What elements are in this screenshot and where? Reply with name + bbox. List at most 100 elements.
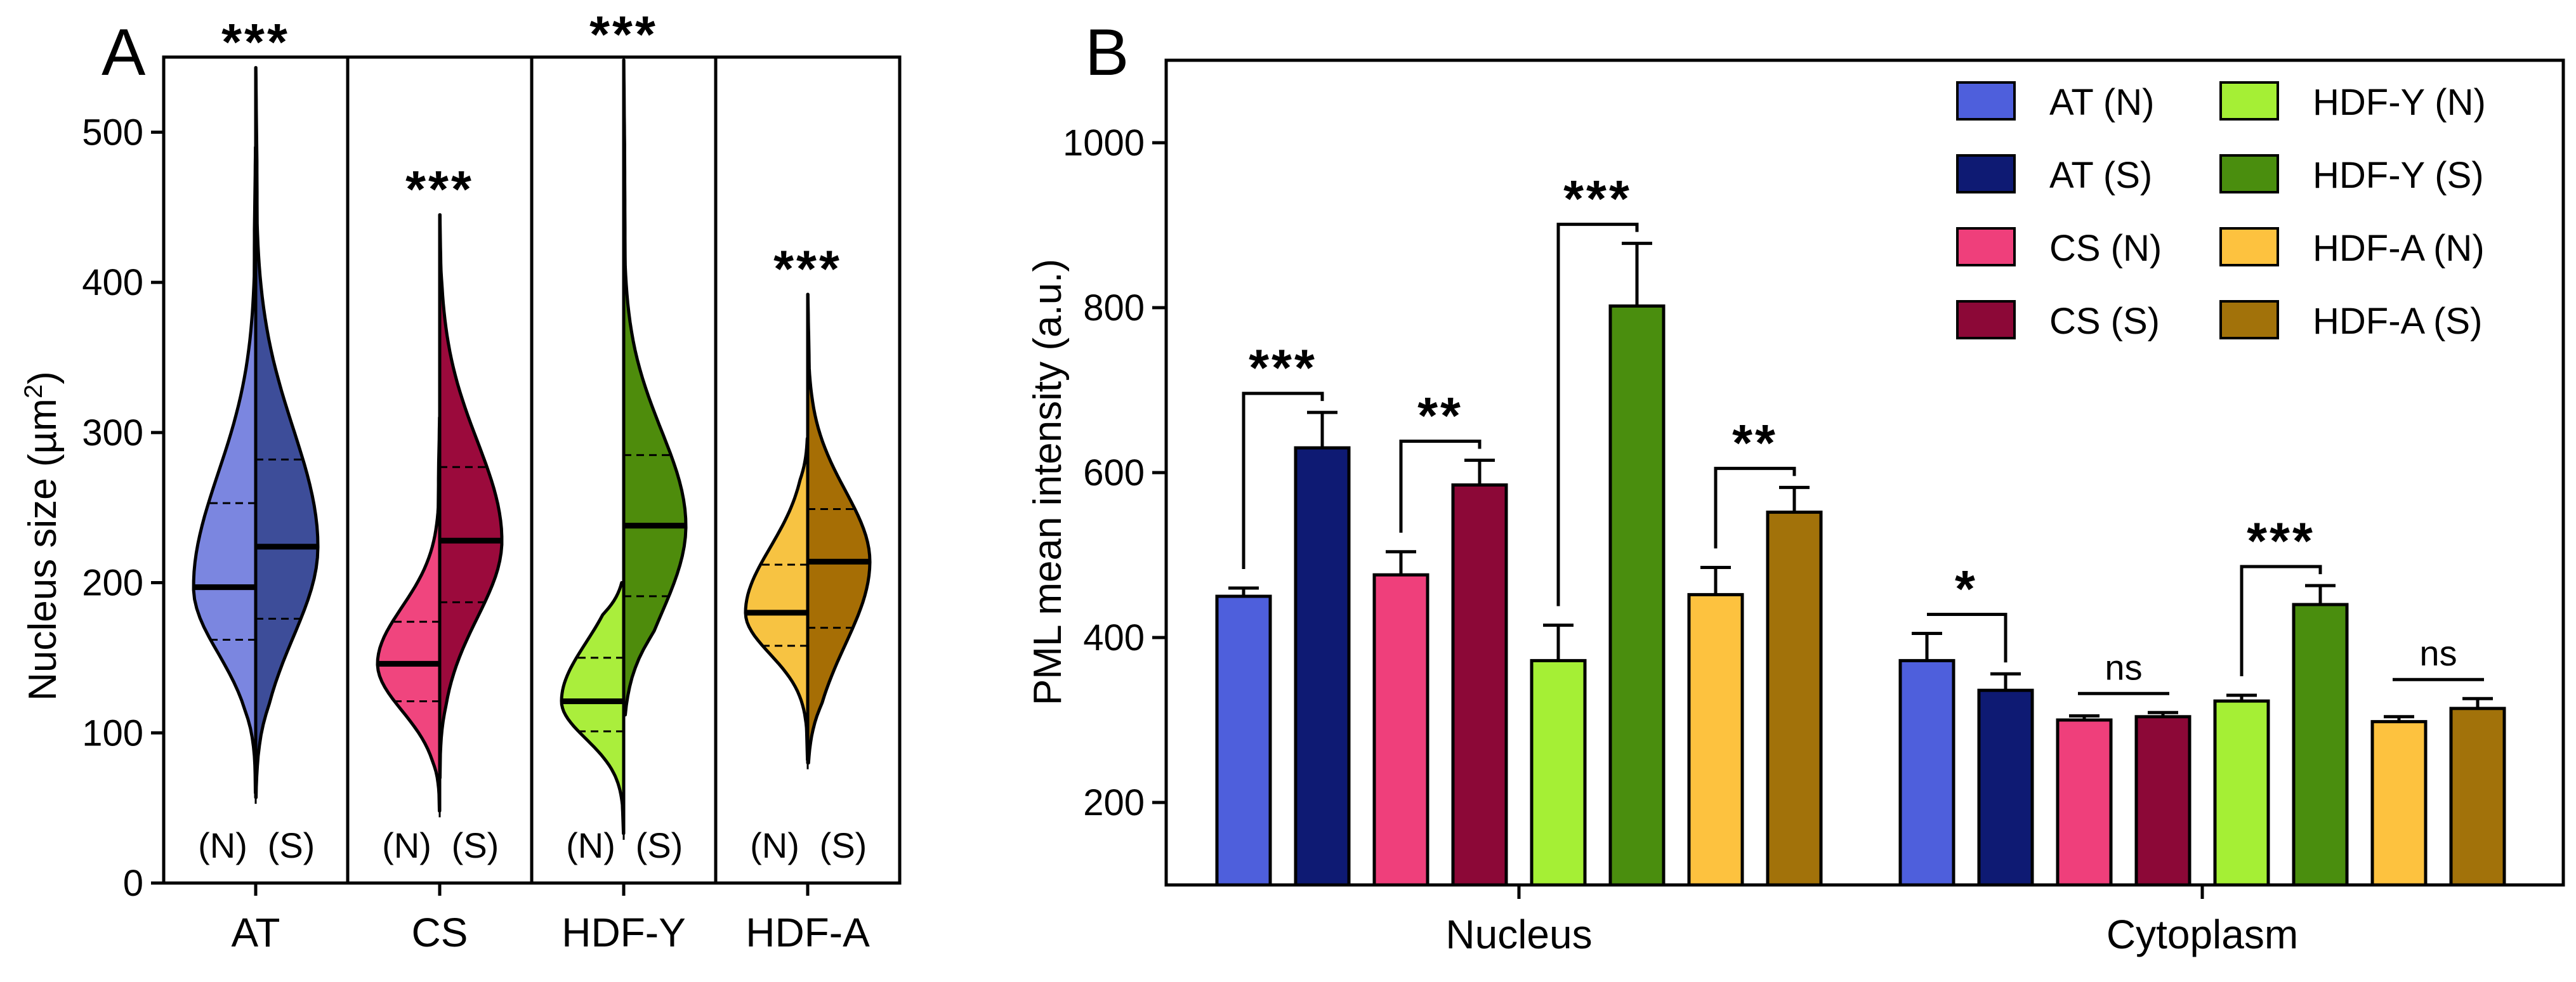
panel-b-bracket	[1927, 613, 2008, 663]
panel-b-y-axis-title: PML mean intensity (a.u.)	[1026, 259, 1070, 705]
panel-b-y-tick-label: 200	[1083, 782, 1145, 823]
panel-b-x-category-label: Cytoplasm	[2106, 912, 2298, 957]
panel-b-legend-label: HDF-A (S)	[2313, 301, 2482, 342]
panel-a-y-tick-label: 400	[82, 262, 143, 303]
violin-hdf-a	[744, 292, 872, 769]
panel-b-y-tick-label: 800	[1083, 287, 1145, 329]
violin-cs-n-body	[376, 416, 442, 813]
panel-b-significance-label: **	[1732, 414, 1778, 472]
panel-b-legend-label: HDF-Y (N)	[2313, 82, 2486, 123]
panel-b: B PML mean intensity (a.u.) 200 400 600 800…	[1026, 16, 2565, 957]
violin-hdf-a-n-body	[744, 436, 810, 762]
panel-a-y-axis-title-text: Nucleus size (µm	[21, 398, 65, 701]
panel-a-violins	[192, 58, 872, 840]
panel-b-bracket	[1242, 391, 1324, 569]
panel-a-sub-label-n: (N)	[198, 825, 247, 865]
panel-b-legend-swatch	[2219, 227, 2279, 266]
panel-b-bar	[2213, 699, 2270, 887]
panel-b-bar	[1608, 304, 1666, 887]
panel-b-significance-label: ***	[1563, 171, 1632, 228]
panel-a-sub-label-n: (N)	[750, 825, 799, 865]
panel-a-x-category-label: AT	[231, 910, 280, 955]
panel-a-y-axis-title: Nucleus size (µm2)	[20, 371, 65, 701]
panel-b-bar	[2370, 720, 2428, 887]
panel-a-letter: A	[102, 16, 146, 89]
panel-b-bar	[1451, 483, 1508, 887]
panel-a-x-category-label: CS	[412, 910, 468, 955]
panel-b-bracket	[2240, 565, 2322, 676]
panel-a-sub-label-n: (N)	[566, 825, 615, 865]
panel-b-y-tick-label: 1000	[1063, 122, 1145, 164]
panel-b-bar	[1530, 658, 1587, 887]
violin-hdf-a-s-body	[806, 292, 872, 765]
panel-a-y-tick-label: 100	[82, 712, 143, 754]
violin-at-n-body	[192, 145, 258, 795]
violin-hdf-y-s-body	[622, 58, 688, 717]
panel-b-bar	[1898, 658, 1955, 887]
violin-at-s-body	[254, 66, 320, 799]
panel-b-y-ticks: 200 400 600 800 1000	[1063, 122, 1166, 823]
panel-b-letter: B	[1085, 16, 1129, 89]
panel-a-labels: *** (N) (S) AT *** (N) (S) CS *** (N) (S) HDF-Y *** (…	[198, 6, 870, 955]
panel-b-bar	[2292, 603, 2349, 887]
panel-b-significance-label: ***	[1249, 339, 1317, 397]
panel-b-bar	[1687, 592, 1744, 887]
panel-b-plot-frame	[1164, 58, 2565, 887]
panel-b-legend-label: HDF-Y (S)	[2313, 155, 2484, 196]
panel-b-legend: AT (N) AT (S) CS (N) CS (S) HDF-Y (N) HDF-Y (…	[1956, 81, 2486, 342]
panel-b-bar	[2134, 715, 2192, 887]
violin-cs-s-body	[438, 213, 504, 780]
panel-a-sub-label-s: (S)	[636, 825, 683, 865]
panel-b-legend-swatch	[1956, 227, 2016, 266]
panel-a-y-axis-title-close: )	[21, 371, 65, 384]
panel-b-bar	[1766, 510, 1823, 887]
panel-b-bracket	[1399, 440, 1482, 533]
panel-b-legend-swatch	[2219, 300, 2279, 339]
panel-b-legend-label: AT (N)	[2049, 82, 2154, 123]
panel-a-x-category-label: HDF-Y	[562, 910, 686, 955]
panel-a-significance-label: ***	[773, 240, 842, 298]
panel-b-bar	[1977, 688, 2034, 887]
panel-b-bar	[1294, 446, 1351, 887]
panel-b-legend-swatch	[1956, 81, 2016, 121]
panel-a-sub-label-n: (N)	[382, 825, 431, 865]
panel-b-bracket	[1714, 466, 1796, 549]
panel-a-y-axis-title-sup: 2	[20, 384, 48, 398]
panel-b-significance-label: **	[1417, 388, 1463, 445]
panel-a-y-tick-label: 500	[82, 112, 143, 153]
panel-b-legend-swatch	[1956, 300, 2016, 339]
panel-a-y-tick-label: 0	[123, 863, 143, 904]
panel-b-significance-label: ns	[2105, 647, 2142, 687]
panel-a-sub-label-s: (S)	[268, 825, 315, 865]
panel-a: A Nucleus size (µm2) 0 100 200 300 400 500 **…	[20, 6, 902, 955]
violin-hdf-y-n-body	[560, 581, 626, 835]
panel-b-significance-label: ns	[2419, 633, 2457, 673]
violin-hdf-y	[560, 58, 688, 840]
panel-b-bracket	[1556, 223, 1639, 606]
panel-b-legend-label: CS (N)	[2049, 228, 2162, 269]
panel-a-x-category-label: HDF-A	[746, 910, 870, 955]
panel-b-bars	[1215, 242, 2506, 887]
panel-a-y-ticks: 0 100 200 300 400 500	[82, 112, 164, 904]
panel-a-sub-label-s: (S)	[820, 825, 867, 865]
violin-cs	[376, 213, 504, 818]
panel-b-bar	[1372, 573, 1429, 887]
panel-b-bar	[2056, 718, 2113, 887]
panel-b-legend-swatch	[2219, 154, 2279, 193]
panel-b-significance: ***********ns***ns	[1242, 171, 2484, 695]
panel-b-legend-swatch	[1956, 154, 2016, 193]
panel-a-frame	[162, 55, 902, 896]
panel-b-significance-label: *	[1955, 561, 1978, 619]
panel-a-y-tick-label: 200	[82, 563, 143, 604]
panel-a-sub-label-s: (S)	[452, 825, 499, 865]
panel-b-y-tick-label: 600	[1083, 452, 1145, 494]
panel-b-legend-swatch	[2219, 81, 2279, 121]
panel-b-bar	[2449, 707, 2506, 887]
violin-at	[192, 66, 320, 804]
panel-a-significance-label: ***	[405, 161, 474, 219]
panel-a-significance-label: ***	[589, 6, 658, 64]
panel-b-legend-label: AT (S)	[2049, 155, 2152, 196]
panel-b-legend-label: CS (S)	[2049, 301, 2160, 342]
panel-b-legend-label: HDF-A (N)	[2313, 228, 2485, 269]
